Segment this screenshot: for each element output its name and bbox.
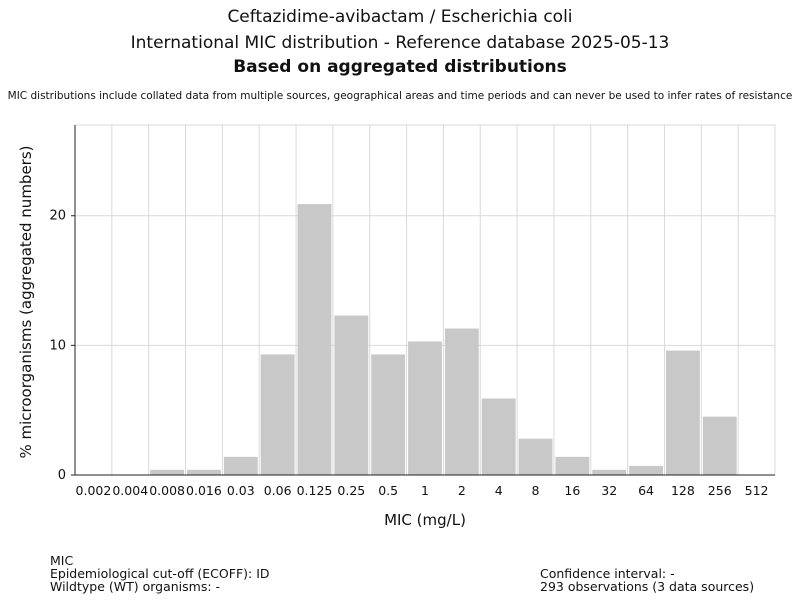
x-axis-label: MIC (mg/L) [384, 511, 466, 529]
bar-32 [592, 469, 627, 475]
y-axis-label: % microorganisms (aggregated numbers) [17, 145, 35, 458]
y-tick-label: 20 [49, 209, 66, 224]
x-tick-label: 4 [495, 483, 503, 498]
x-tick-label: 0.008 [149, 483, 185, 498]
x-tick-label: 0.002 [76, 483, 112, 498]
x-tick-label: 128 [671, 483, 695, 498]
x-tick-label: 2 [458, 483, 466, 498]
y-tick-label: 0 [58, 468, 66, 483]
bar-64 [629, 465, 663, 475]
x-tick-label: 0.004 [112, 483, 148, 498]
bar-8 [518, 438, 553, 475]
footer-right: Confidence interval: - 293 observations … [540, 567, 754, 593]
y-tick-label: 10 [49, 338, 66, 353]
x-tick-label: 0.03 [227, 483, 255, 498]
x-tick-label: 0.25 [337, 483, 365, 498]
bar-16 [555, 456, 590, 475]
x-tick-label: 8 [532, 483, 540, 498]
x-tick-label: 32 [601, 483, 617, 498]
footer-observations: 293 observations (3 data sources) [540, 579, 755, 594]
x-tick-label: 0.016 [186, 483, 222, 498]
bar-0.03 [223, 456, 258, 475]
chart-title-line2: International MIC distribution - Referen… [130, 33, 670, 53]
disclaimer-text: MIC distributions include collated data … [7, 90, 793, 102]
x-tick-label: 16 [564, 483, 580, 498]
footer-wt: Wildtype (WT) organisms: - [50, 579, 221, 594]
bar-256 [702, 416, 737, 475]
chart-title-line3: Based on aggregated distributions [233, 57, 567, 77]
bar-0.125 [297, 204, 332, 475]
x-tick-label: 0.5 [378, 483, 398, 498]
footer-ecoff: Epidemiological cut-off (ECOFF): ID [50, 566, 270, 581]
x-tick-label: 0.06 [264, 483, 292, 498]
footer-confidence-interval: Confidence interval: - [540, 566, 675, 581]
footer-left: MIC Epidemiological cut-off (ECOFF): ID … [50, 554, 270, 593]
x-tick-label: 64 [638, 483, 654, 498]
bar-4 [481, 398, 516, 475]
x-tick-label: 0.125 [297, 483, 333, 498]
bar-2 [444, 328, 479, 475]
bar-0.016 [187, 469, 221, 475]
x-tick-label: 256 [708, 483, 732, 498]
bar-0.06 [260, 354, 295, 475]
footer-mic-label: MIC [50, 553, 74, 568]
x-tick-label: 1 [421, 483, 429, 498]
bar-0.5 [371, 354, 406, 475]
bar-128 [665, 350, 700, 475]
chart-title-line1: Ceftazidime-avibactam / Escherichia coli [227, 7, 573, 27]
x-tick-label: 512 [745, 483, 769, 498]
bar-1 [408, 341, 442, 475]
bar-0.008 [150, 469, 185, 475]
bar-0.25 [334, 315, 369, 475]
